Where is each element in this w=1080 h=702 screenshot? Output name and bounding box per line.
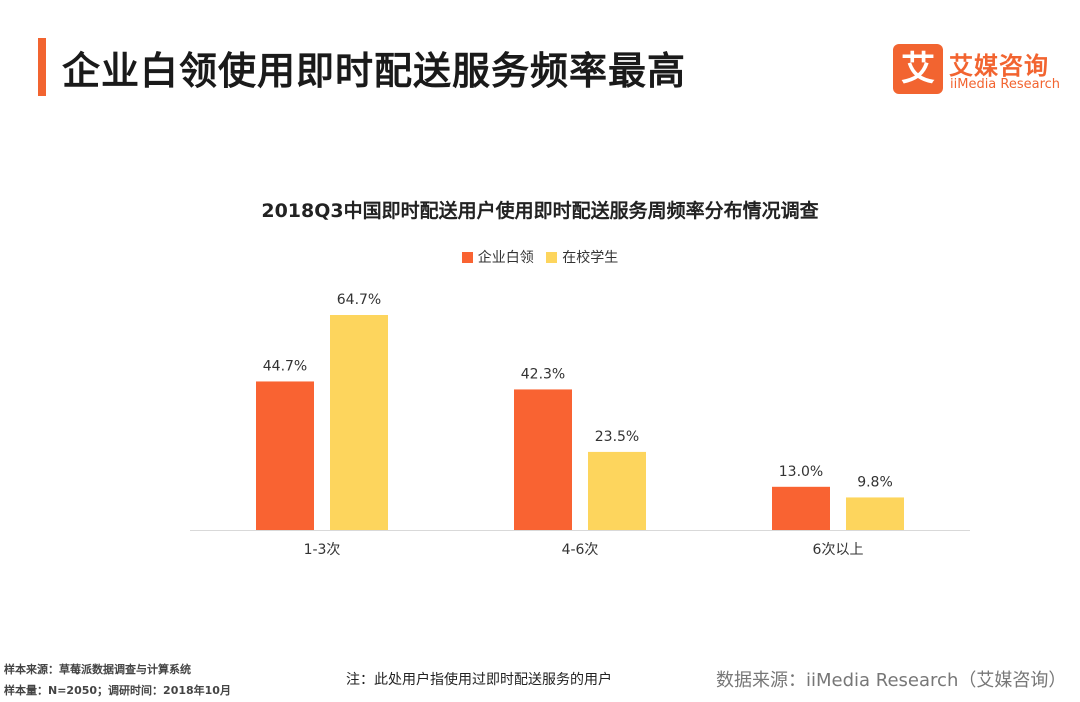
bar-students-2 xyxy=(588,451,646,530)
footer-sample-info: 样本来源：草莓派数据调查与计算系统 样本量：N=2050；调研时间：2018年1… xyxy=(4,659,231,701)
footer-sample-source: 样本来源：草莓派数据调查与计算系统 xyxy=(4,663,191,676)
x-tick-label-3: 6次以上 xyxy=(813,542,864,558)
legend-swatch-white-collar xyxy=(461,251,473,263)
footer-sample-size: 样本量：N=2050；调研时间：2018年10月 xyxy=(4,684,231,697)
legend-label-white-collar: 企业白领 xyxy=(477,250,534,266)
bar-white-collar-2 xyxy=(514,389,572,530)
bar-students-3 xyxy=(846,497,904,530)
logo-name-en: iiMedia Research xyxy=(950,77,1061,92)
bar-white-collar-1 xyxy=(256,381,314,530)
data-label-students-3: 9.8% xyxy=(857,474,893,490)
data-label-white-collar-2: 42.3% xyxy=(521,366,565,382)
data-label-white-collar-1: 44.7% xyxy=(263,358,307,374)
legend-item-students: 在校学生 xyxy=(546,247,618,267)
x-tick-label-2: 4-6次 xyxy=(562,542,599,558)
data-label-students-2: 23.5% xyxy=(595,429,639,445)
legend-swatch-students xyxy=(546,251,558,263)
x-tick-label-1: 1-3次 xyxy=(304,542,341,558)
chart-title: 2018Q3中国即时配送用户使用即时配送服务周频率分布情况调查 xyxy=(261,200,819,222)
legend-item-white-collar: 企业白领 xyxy=(461,247,534,267)
footer-data-source: 数据来源：iiMedia Research（艾媒咨询） xyxy=(716,670,1067,691)
iimedia-logo: 艾 艾媒咨询 iiMedia Research xyxy=(893,44,1063,96)
data-label-students-1: 64.7% xyxy=(337,292,381,308)
page-title: 企业白领使用即时配送服务频率最高 xyxy=(62,49,687,93)
logo-name-cn: 艾媒咨询 xyxy=(949,52,1049,80)
chart-legend: 企业白领 在校学生 xyxy=(0,247,1080,267)
bar-white-collar-3 xyxy=(772,486,830,530)
bar-students-1 xyxy=(330,315,388,530)
logo-mark: 艾 xyxy=(893,44,943,94)
legend-label-students: 在校学生 xyxy=(562,250,619,266)
footer-note: 注：此处用户指使用过即时配送服务的用户 xyxy=(346,672,612,688)
data-label-white-collar-3: 13.0% xyxy=(779,464,823,480)
title-accent-bar xyxy=(38,38,46,96)
